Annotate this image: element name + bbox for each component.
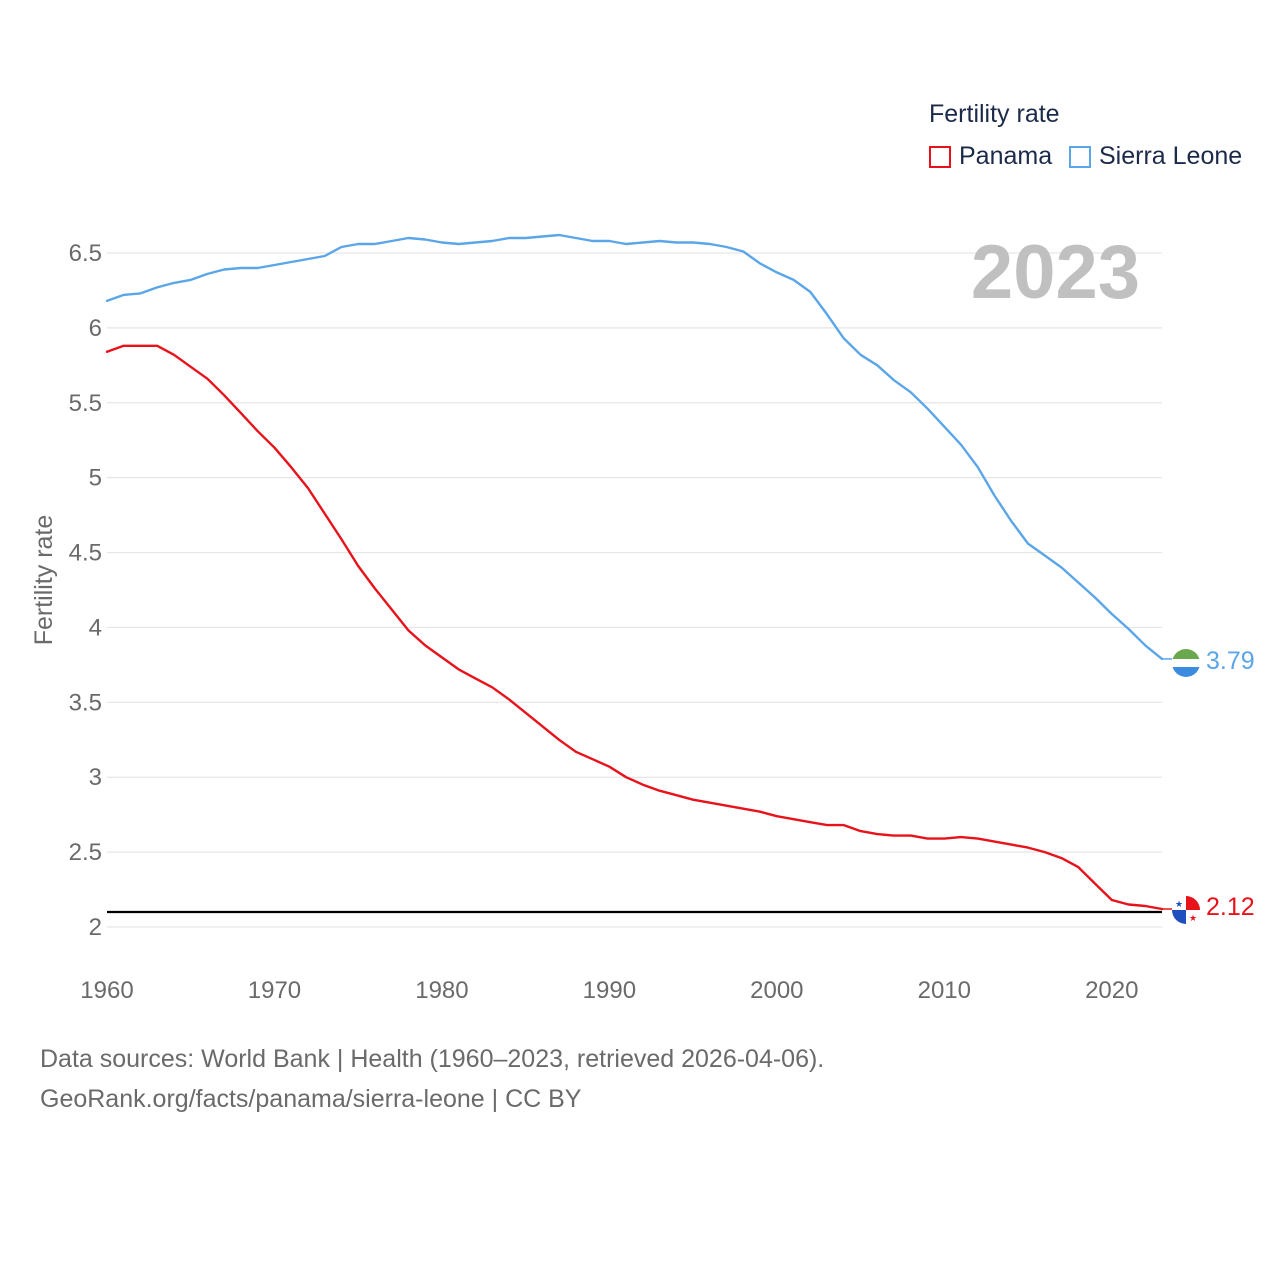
series-line-sierra-leone[interactable]	[105, 233, 1164, 661]
y-tick-label: 6.5	[69, 240, 102, 267]
svg-text:★: ★	[1189, 914, 1197, 924]
x-tick-label: 1980	[415, 977, 468, 1004]
panama-end-label: 2.12	[1206, 893, 1255, 921]
y-tick-label: 4	[89, 614, 102, 641]
y-tick-label: 3	[89, 764, 102, 791]
legend-item-panama[interactable]: Panama	[929, 142, 1052, 171]
y-tick-label: 5	[89, 465, 102, 492]
panama-flag-icon: ★ ★	[1172, 896, 1200, 924]
y-axis-label: Fertility rate	[30, 515, 58, 646]
x-axis-ticks: 1960 1970 1980 1990 2000 2010 2020	[80, 977, 1138, 1004]
y-tick-label: 4.5	[69, 540, 102, 567]
legend-label-panama: Panama	[959, 142, 1053, 170]
y-tick-label: 6	[89, 315, 102, 342]
svg-text:★: ★	[1175, 900, 1183, 910]
legend-swatch-panama	[929, 145, 951, 168]
x-tick-label: 1960	[80, 977, 133, 1004]
gridlines	[107, 252, 1162, 928]
legend-label-sierra-leone: Sierra Leone	[1099, 142, 1243, 170]
x-tick-label: 1970	[248, 977, 301, 1004]
y-tick-label: 2.5	[69, 839, 102, 866]
sierra-leone-end-label: 3.79	[1206, 647, 1255, 675]
x-tick-label: 2020	[1085, 977, 1138, 1004]
series-group	[105, 233, 1172, 911]
x-tick-label: 2010	[918, 977, 971, 1004]
x-tick-label: 1990	[583, 977, 636, 1004]
y-tick-label: 2	[89, 914, 102, 941]
legend-title: Fertility rate	[929, 100, 1060, 128]
legend-swatch-sierra-leone	[1069, 145, 1091, 168]
y-tick-label: 5.5	[69, 390, 102, 417]
series-line-panama[interactable]	[105, 344, 1164, 911]
source-link[interactable]: GeoRank.org/facts/panama/sierra-leone | …	[40, 1085, 582, 1113]
legend-item-sierra-leone[interactable]: Sierra Leone	[1069, 142, 1242, 171]
data-source-note: Data sources: World Bank | Health (1960–…	[40, 1045, 825, 1073]
y-axis-ticks: 2 2.5 3 3.5 4 4.5 5 5.5 6 6.5	[69, 240, 102, 941]
y-tick-label: 3.5	[69, 689, 102, 716]
x-tick-label: 2000	[750, 977, 803, 1004]
year-label: 2023	[971, 230, 1140, 315]
sierra-leone-flag-icon	[1172, 649, 1200, 677]
